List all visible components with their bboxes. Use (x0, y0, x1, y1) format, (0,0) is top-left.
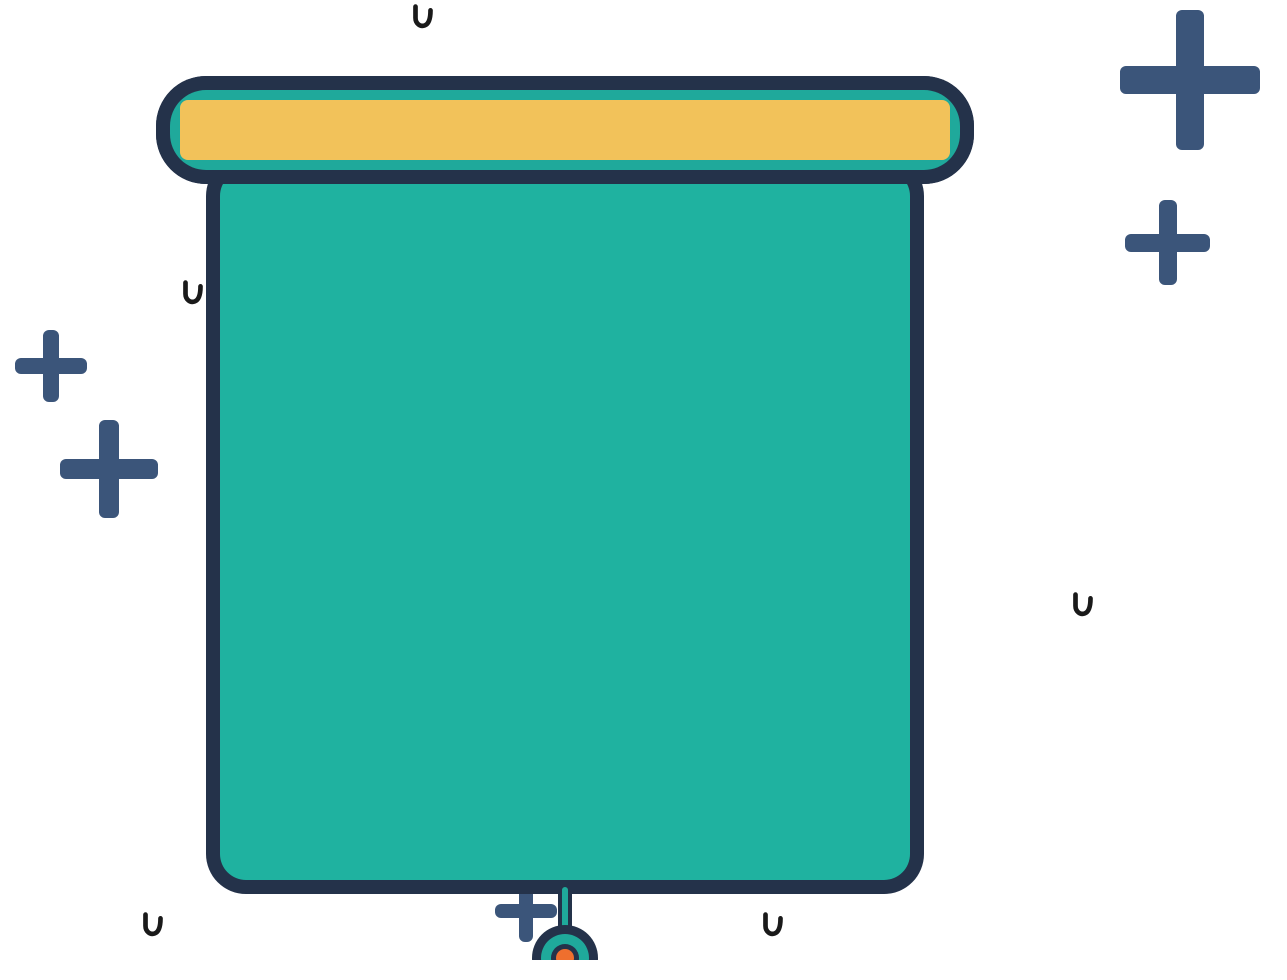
watermark: Vecteezy (0, 580, 57, 628)
stage: Vecteezy Vecteezy Vecteezy Vecteezy Vect… (0, 0, 1287, 980)
presentation-board-svg (150, 70, 980, 960)
watermark: Vecteezy (400, 0, 637, 40)
vecteezy-logo-icon (400, 0, 446, 39)
sparkle-plus-icon (1120, 10, 1260, 150)
watermark-text: Vecteezy (0, 580, 57, 628)
watermark-text: Vecteezy (1116, 580, 1287, 628)
sparkle-plus-icon (1125, 200, 1210, 285)
watermark-text: Vecteezy (456, 0, 637, 40)
vecteezy-logo-icon (1060, 581, 1106, 627)
sparkle-plus-icon (15, 330, 87, 402)
presentation-board-icon (150, 70, 980, 960)
watermark: Vecteezy (1060, 580, 1287, 628)
sparkle-plus-icon (60, 420, 158, 518)
